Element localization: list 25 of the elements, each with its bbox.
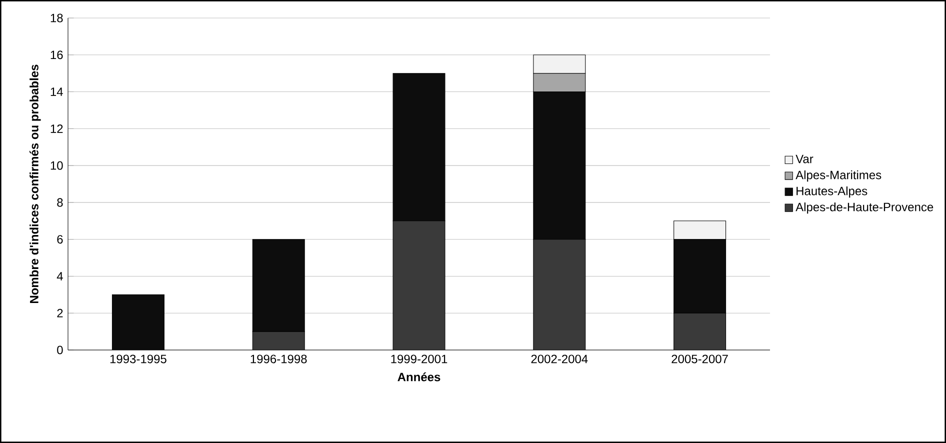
legend-label: Alpes-de-Haute-Provence bbox=[796, 202, 934, 214]
x-tick-label: 2005-2007 bbox=[672, 354, 728, 364]
y-tick-label: 12 bbox=[50, 124, 63, 133]
legend-label: Alpes-Maritimes bbox=[796, 170, 882, 182]
y-tick-label: 10 bbox=[50, 161, 63, 170]
bar bbox=[533, 239, 586, 350]
x-axis-title: Années bbox=[398, 372, 440, 382]
y-tick-label: 2 bbox=[57, 308, 63, 318]
x-tick-label: 1999-2001 bbox=[391, 354, 448, 364]
y-tick-label: 6 bbox=[57, 235, 63, 244]
y-tick-label: 14 bbox=[50, 88, 63, 96]
x-tick-label: 1996-1998 bbox=[250, 354, 307, 364]
bar bbox=[393, 220, 445, 350]
legend-label: Var bbox=[796, 154, 814, 164]
legend-label: Hautes-Alpes bbox=[796, 186, 868, 198]
y-tick-label: 16 bbox=[50, 50, 63, 60]
y-tick-label: 4 bbox=[56, 272, 63, 280]
x-tick-label: 1993-1995 bbox=[110, 354, 166, 364]
y-axis-title: Nombre d'indices confirmés ou probables bbox=[29, 64, 41, 303]
bar bbox=[674, 312, 726, 350]
y-tick-label: 18 bbox=[50, 14, 63, 22]
y-tick-label: 0 bbox=[57, 346, 63, 354]
y-tick-label: 8 bbox=[57, 198, 63, 207]
bar bbox=[252, 332, 305, 350]
x-tick-label: 2002-2004 bbox=[531, 354, 588, 364]
